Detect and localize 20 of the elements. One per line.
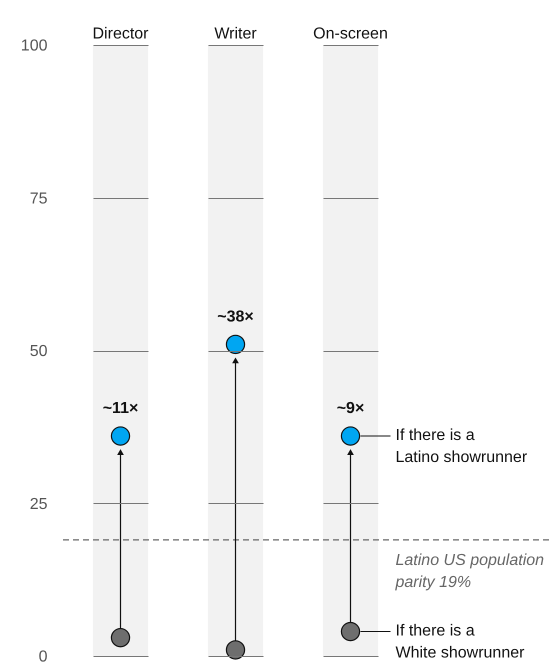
y-tick-label: 75 [30,190,48,208]
x-tick-label: Writer [214,26,258,42]
annotation: ~38× [217,308,254,326]
x-tick-label: On-screen [313,26,388,42]
annotation: ~9× [336,400,364,418]
point [226,334,246,354]
ref-line-label: Latino US population parity 19% [394,552,544,591]
point [226,640,246,660]
y-tick-label: 50 [30,343,48,360]
point [340,622,360,642]
point [340,426,360,446]
point [110,628,130,648]
annotation: ~11× [102,400,138,418]
y-tick-label: 25 [30,496,48,513]
point [110,426,130,446]
y-tick-label: 0 [38,648,48,664]
y-tick-label: 100 [20,38,48,54]
legend-label: If there is a White showrunner [396,622,526,662]
legend-label: If there is a Latino showrunner [396,427,528,466]
x-tick-label: Director [92,26,150,42]
